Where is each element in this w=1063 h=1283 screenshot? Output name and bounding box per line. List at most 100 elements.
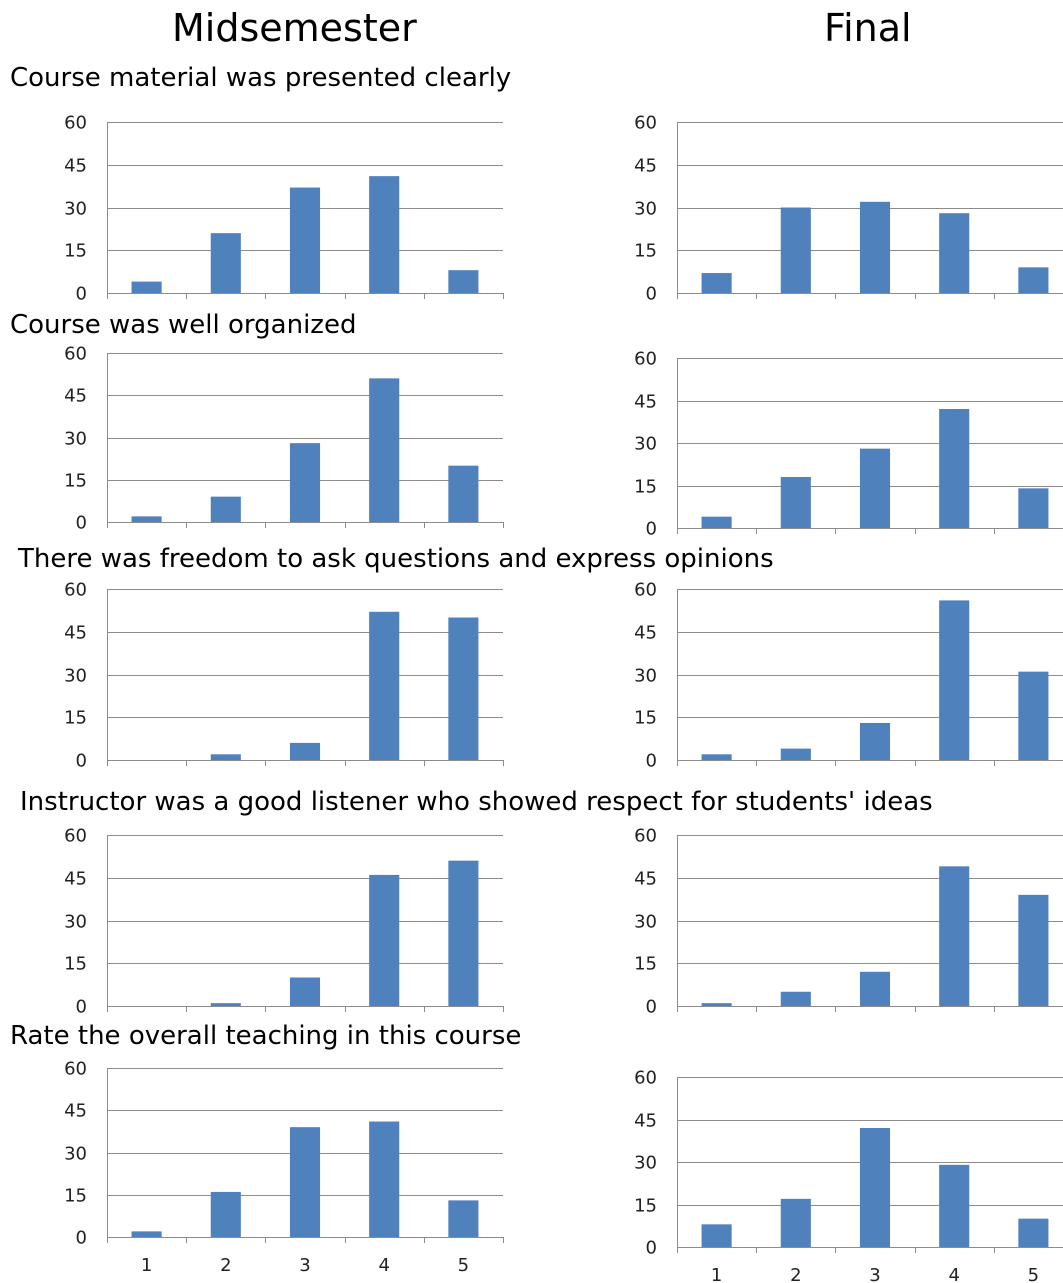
bar-5 xyxy=(1018,267,1049,293)
y-tick-label: 45 xyxy=(64,156,87,177)
section-title-5: Rate the overall teaching in this course xyxy=(10,1021,522,1051)
y-tick-label: 0 xyxy=(646,751,657,772)
y-tick-label: 60 xyxy=(634,580,657,601)
x-tick-label: 4 xyxy=(948,1265,959,1283)
y-tick-label: 30 xyxy=(64,199,87,220)
bar-1 xyxy=(701,516,732,528)
bar-5 xyxy=(448,860,479,1006)
y-tick-label: 0 xyxy=(76,1228,87,1249)
bar-2 xyxy=(780,1198,811,1247)
chart-3: 0 15 30 45 60 xyxy=(64,344,504,534)
bar-1 xyxy=(131,1231,162,1237)
x-tick-label: 2 xyxy=(790,1265,801,1283)
y-tick-label: 30 xyxy=(634,912,657,933)
bar-2 xyxy=(210,754,241,760)
y-tick-label: 0 xyxy=(76,997,87,1018)
y-tick-label: 30 xyxy=(634,434,657,455)
chart-5: 0 15 30 45 60 xyxy=(64,580,504,772)
y-tick-label: 0 xyxy=(76,513,87,534)
midsemester-header: Midsemester xyxy=(172,6,417,50)
y-tick-label: 15 xyxy=(64,241,87,262)
y-tick-label: 15 xyxy=(634,1196,657,1217)
y-tick-label: 0 xyxy=(646,284,657,305)
final-header: Final xyxy=(824,6,912,50)
chart-6: 0 15 30 45 60 xyxy=(634,580,1063,772)
chart-4: 0 15 30 45 60 xyxy=(634,349,1063,540)
y-tick-label: 45 xyxy=(634,156,657,177)
y-tick-label: 60 xyxy=(64,580,87,601)
x-tick-label: 1 xyxy=(141,1255,152,1276)
bar-3 xyxy=(859,448,891,528)
bar-4 xyxy=(939,866,970,1006)
chart-2: 0 15 30 45 60 xyxy=(634,113,1063,305)
section-title-3: There was freedom to ask questions and e… xyxy=(18,544,774,574)
bar-5 xyxy=(1018,1218,1049,1247)
bar-4 xyxy=(939,1164,970,1247)
section-title-1: Course material was presented clearly xyxy=(10,63,512,93)
y-tick-label: 45 xyxy=(64,623,87,644)
y-tick-label: 60 xyxy=(634,1068,657,1089)
bar-1 xyxy=(131,281,162,293)
y-tick-label: 60 xyxy=(634,349,657,370)
bar-3 xyxy=(859,1128,891,1247)
bar-5 xyxy=(1018,488,1049,528)
y-tick-label: 30 xyxy=(64,1144,87,1165)
x-tick-label: 2 xyxy=(220,1255,231,1276)
chart-1: 0 15 30 45 60 xyxy=(64,113,504,305)
bar-3 xyxy=(289,1127,321,1237)
chart-7: 0 15 30 45 60 xyxy=(64,826,504,1018)
bar-1 xyxy=(131,516,162,522)
bar-3 xyxy=(289,977,321,1006)
bar-5 xyxy=(448,1200,479,1237)
bar-2 xyxy=(780,207,811,293)
bar-1 xyxy=(701,1224,732,1247)
bar-5 xyxy=(1018,894,1049,1006)
y-tick-label: 0 xyxy=(76,284,87,305)
y-tick-label: 45 xyxy=(64,869,87,890)
bar-3 xyxy=(289,443,321,522)
bar-3 xyxy=(859,201,891,293)
x-tick-label: 5 xyxy=(1028,1265,1039,1283)
bar-2 xyxy=(210,1003,241,1006)
bar-1 xyxy=(701,754,732,760)
bar-3 xyxy=(859,971,891,1006)
bar-5 xyxy=(448,617,479,760)
section-title-4: Instructor was a good listener who showe… xyxy=(20,787,933,817)
bar-4 xyxy=(369,611,400,760)
y-tick-label: 15 xyxy=(634,477,657,498)
y-tick-label: 45 xyxy=(634,623,657,644)
y-tick-label: 0 xyxy=(646,997,657,1018)
y-tick-label: 0 xyxy=(646,519,657,540)
bar-3 xyxy=(859,722,891,760)
x-tick-label: 5 xyxy=(458,1255,469,1276)
bar-4 xyxy=(939,213,970,293)
bar-4 xyxy=(369,176,400,293)
bar-1 xyxy=(701,1003,732,1006)
bar-1 xyxy=(701,273,732,293)
bar-4 xyxy=(939,409,970,528)
x-tick-label: 3 xyxy=(299,1255,310,1276)
y-tick-label: 0 xyxy=(76,751,87,772)
bar-2 xyxy=(780,477,811,528)
y-tick-label: 30 xyxy=(64,666,87,687)
y-tick-label: 15 xyxy=(634,954,657,975)
y-tick-label: 45 xyxy=(634,392,657,413)
y-tick-label: 0 xyxy=(646,1238,657,1259)
y-tick-label: 60 xyxy=(634,826,657,847)
bar-3 xyxy=(289,187,321,293)
bar-5 xyxy=(1018,671,1049,760)
chart-8: 0 15 30 45 60 xyxy=(634,826,1063,1018)
bar-4 xyxy=(369,378,400,522)
y-tick-label: 45 xyxy=(634,869,657,890)
y-tick-label: 60 xyxy=(64,1059,87,1080)
bar-5 xyxy=(448,465,479,522)
section-title-2: Course was well organized xyxy=(10,310,357,340)
y-tick-label: 30 xyxy=(64,912,87,933)
y-tick-label: 45 xyxy=(64,386,87,407)
y-tick-label: 30 xyxy=(634,666,657,687)
y-tick-label: 15 xyxy=(64,708,87,729)
y-tick-label: 45 xyxy=(634,1111,657,1132)
